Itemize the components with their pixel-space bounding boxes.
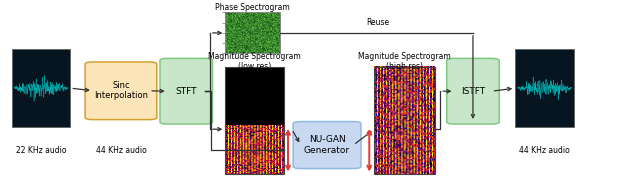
FancyBboxPatch shape <box>447 58 499 124</box>
Text: Phase Spectrogram: Phase Spectrogram <box>215 3 289 12</box>
Bar <box>515 49 574 127</box>
Text: NU-GAN
Generator: NU-GAN Generator <box>304 135 350 155</box>
Text: ISTFT: ISTFT <box>461 87 485 96</box>
Text: Magnitude Spectrogram
(high res): Magnitude Spectrogram (high res) <box>358 52 451 71</box>
FancyBboxPatch shape <box>160 58 212 124</box>
Text: 44 KHz audio: 44 KHz audio <box>519 146 570 155</box>
Bar <box>12 49 70 127</box>
Text: Reuse: Reuse <box>366 18 389 27</box>
Bar <box>374 67 435 174</box>
Bar <box>225 67 284 174</box>
Text: Magnitude Spectrogram
(low res): Magnitude Spectrogram (low res) <box>209 52 301 71</box>
Bar <box>225 12 280 53</box>
Text: 22 KHz audio: 22 KHz audio <box>16 146 66 155</box>
Bar <box>225 67 284 126</box>
FancyBboxPatch shape <box>85 62 157 120</box>
Text: Sinc
Interpolation: Sinc Interpolation <box>94 81 148 100</box>
Bar <box>222 12 284 54</box>
Text: 44 KHz audio: 44 KHz audio <box>95 146 147 155</box>
Text: STFT: STFT <box>175 87 197 96</box>
FancyBboxPatch shape <box>293 122 361 169</box>
